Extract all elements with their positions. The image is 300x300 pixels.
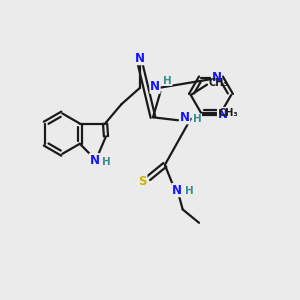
Text: S: S xyxy=(138,175,147,188)
Text: N: N xyxy=(212,71,222,84)
Text: N: N xyxy=(180,111,190,124)
Text: CH₃: CH₃ xyxy=(219,107,238,118)
Text: N: N xyxy=(172,184,182,196)
Text: H: H xyxy=(185,186,194,196)
Text: H: H xyxy=(164,76,172,86)
Text: CH₃: CH₃ xyxy=(208,78,228,88)
Text: H: H xyxy=(102,158,111,167)
Text: H: H xyxy=(193,114,202,124)
Text: N: N xyxy=(218,107,227,121)
Text: N: N xyxy=(89,154,99,166)
Text: N: N xyxy=(135,52,145,65)
Text: N: N xyxy=(150,80,160,93)
